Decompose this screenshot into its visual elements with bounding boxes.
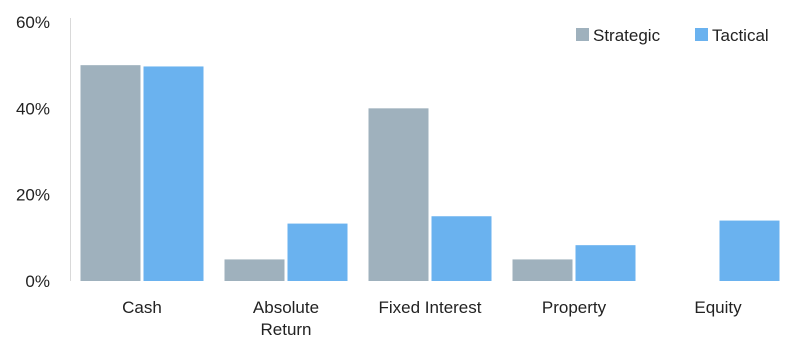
bar-strategic-1	[224, 259, 285, 281]
y-tick-label: 40%	[16, 99, 50, 118]
x-tick-label: Fixed Interest	[379, 298, 482, 317]
bar-tactical-3	[575, 245, 636, 281]
x-axis-labels: Cash Absolute Return Fixed Interest Property…	[122, 298, 742, 339]
x-tick-label: Cash	[122, 298, 162, 317]
x-tick-label: Equity	[694, 298, 742, 317]
x-tick-label: Property	[542, 298, 607, 317]
legend-swatch	[576, 28, 589, 41]
y-tick-label: 0%	[25, 272, 50, 291]
y-tick-label: 20%	[16, 186, 50, 205]
y-tick-label: 60%	[16, 13, 50, 32]
bar-tactical-1	[287, 223, 348, 281]
x-tick-label: Absolute	[253, 298, 319, 317]
bar-tactical-2	[431, 216, 492, 281]
legend: Strategic Tactical	[576, 26, 769, 45]
bars	[80, 65, 780, 282]
legend-label: Tactical	[712, 26, 769, 45]
bar-strategic-3	[512, 259, 573, 281]
bar-strategic-0	[80, 65, 141, 282]
bar-strategic-2	[368, 108, 429, 281]
legend-label: Strategic	[593, 26, 661, 45]
bar-tactical-0	[143, 66, 204, 281]
bar-tactical-4	[719, 220, 780, 281]
x-tick-label: Return	[260, 320, 311, 339]
y-axis: 0% 20% 40% 60%	[16, 13, 71, 291]
legend-swatch	[695, 28, 708, 41]
